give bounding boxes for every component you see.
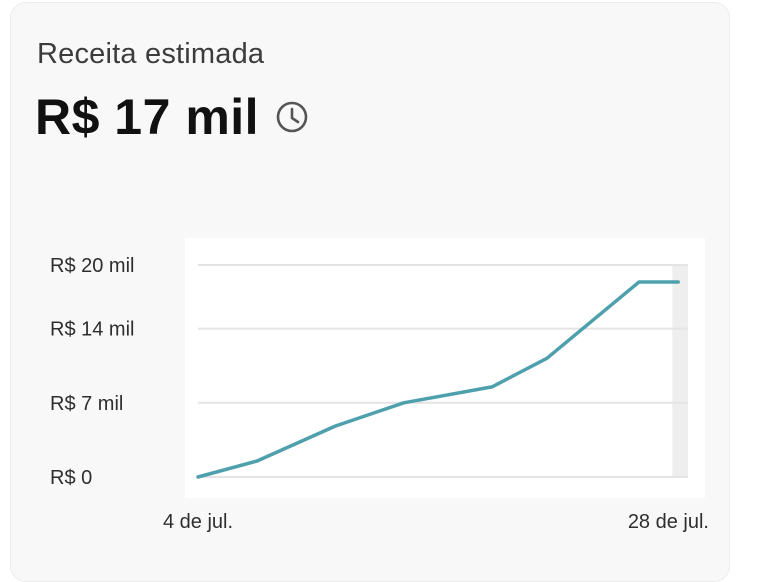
y-tick-label: R$ 20 mil <box>50 255 134 277</box>
x-axis-ticks: 4 de jul. 28 de jul. <box>163 511 709 533</box>
projection-band <box>672 265 688 477</box>
y-tick-label: R$ 14 mil <box>50 319 134 341</box>
y-tick-label: R$ 0 <box>50 467 92 489</box>
clock-icon[interactable] <box>275 100 309 134</box>
x-tick-label: 4 de jul. <box>163 511 233 533</box>
y-axis-ticks: R$ 0 R$ 7 mil R$ 14 mil R$ 20 mil <box>50 255 134 489</box>
headline: R$ 17 mil <box>35 88 309 146</box>
revenue-line-chart: R$ 0 R$ 7 mil R$ 14 mil R$ 20 mil 4 de jul.… <box>50 255 709 533</box>
x-tick-label: 28 de jul. <box>628 511 709 533</box>
card-title: Receita estimada <box>37 38 265 70</box>
revenue-value: R$ 17 mil <box>35 89 260 145</box>
y-tick-label: R$ 7 mil <box>50 393 123 415</box>
series-line <box>196 280 680 479</box>
grid-lines <box>198 264 688 478</box>
